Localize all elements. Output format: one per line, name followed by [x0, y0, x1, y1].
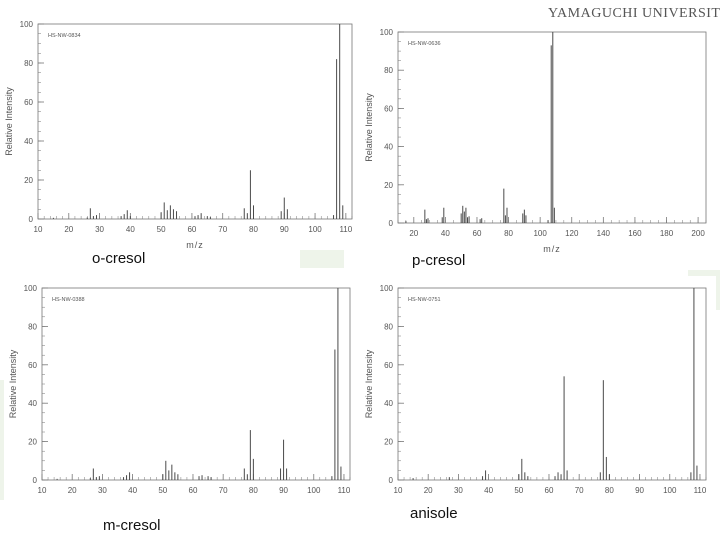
- x-tick-label: 180: [660, 229, 674, 238]
- x-axis-title: m/z: [543, 244, 561, 254]
- spectrum-id: HS-NW-0388: [52, 297, 85, 303]
- plot-frame: [41, 287, 351, 481]
- compound-label: o-cresol: [92, 250, 146, 267]
- x-tick-label: 70: [219, 486, 228, 495]
- y-tick-label: 60: [384, 361, 393, 370]
- y-tick-label: 40: [28, 399, 37, 408]
- y-tick-label: 60: [384, 104, 393, 113]
- x-tick-label: 120: [565, 229, 579, 238]
- y-tick-label: 40: [384, 399, 393, 408]
- spectrum-id: HS-NW-0751: [408, 297, 441, 303]
- spectrum-panel-m-cresol: 102030405060708090100110020406080100m/zR…: [4, 276, 356, 500]
- y-tick-label: 100: [20, 20, 34, 29]
- y-tick-label: 20: [28, 438, 37, 447]
- x-tick-label: 100: [663, 486, 677, 495]
- spectrum-panel-anisole: 102030405060708090100110020406080100m/zR…: [360, 276, 716, 500]
- x-tick-label: 110: [694, 486, 707, 495]
- y-tick-label: 20: [384, 181, 393, 190]
- y-tick-label: 0: [389, 219, 394, 228]
- plot-frame: [397, 31, 707, 224]
- spectrum-chart-m-cresol: 102030405060708090100110020406080100m/zR…: [8, 284, 351, 495]
- x-tick-label: 30: [95, 225, 104, 234]
- y-tick-label: 100: [380, 28, 394, 37]
- plot-frame: [37, 23, 353, 220]
- x-tick-label: 80: [249, 225, 258, 234]
- y-tick-label: 40: [384, 143, 393, 152]
- y-tick-label: 20: [384, 438, 393, 447]
- y-tick-label: 0: [33, 476, 38, 485]
- y-tick-label: 20: [24, 176, 33, 185]
- y-tick-label: 0: [29, 215, 34, 224]
- x-tick-label: 40: [128, 486, 137, 495]
- x-tick-label: 110: [338, 486, 351, 495]
- x-tick-label: 100: [533, 229, 547, 238]
- compound-label: m-cresol: [103, 517, 161, 534]
- x-tick-label: 40: [126, 225, 135, 234]
- y-tick-label: 0: [389, 476, 394, 485]
- x-tick-label: 50: [157, 225, 166, 234]
- x-tick-label: 60: [473, 229, 482, 238]
- y-tick-label: 60: [28, 361, 37, 370]
- x-tick-label: 70: [218, 225, 227, 234]
- university-brand: YAMAGUCHI UNIVERSITY: [548, 6, 720, 21]
- y-tick-label: 40: [24, 137, 33, 146]
- x-tick-label: 100: [307, 486, 321, 495]
- background-decoration: [300, 250, 344, 268]
- compound-label: p-cresol: [412, 252, 466, 269]
- x-tick-label: 40: [484, 486, 493, 495]
- spectrum-chart-o-cresol: 10 20 30 40 50 60 70 80 90 100 110 0 20 40 60 80 100 m/z R…: [4, 20, 353, 250]
- x-tick-label: 60: [187, 225, 196, 234]
- y-tick-label: 100: [380, 284, 394, 293]
- x-tick-label: 200: [691, 229, 705, 238]
- y-tick-label: 80: [384, 322, 393, 331]
- x-tick-label: 80: [249, 486, 258, 495]
- y-axis-title: Relative Intensity: [364, 93, 374, 162]
- y-axis-title: Relative Intensity: [364, 349, 374, 418]
- x-tick-label: 20: [68, 486, 77, 495]
- x-tick-label: 10: [34, 225, 43, 234]
- x-tick-label: 30: [98, 486, 107, 495]
- y-tick-label: 80: [384, 66, 393, 75]
- x-tick-label: 20: [64, 225, 73, 234]
- plot-frame: [397, 287, 707, 481]
- x-tick-label: 20: [409, 229, 418, 238]
- x-tick-label: 110: [339, 225, 352, 234]
- spectrum-panel-o-cresol: 10 20 30 40 50 60 70 80 90 100 110 0 20 40 60 80 100 m/z R…: [4, 14, 360, 250]
- y-tick-label: 80: [28, 322, 37, 331]
- y-tick-label: 80: [24, 59, 33, 68]
- x-axis-title: m/z: [186, 240, 204, 250]
- x-tick-label: 70: [575, 486, 584, 495]
- x-tick-label: 60: [189, 486, 198, 495]
- x-tick-label: 80: [504, 229, 513, 238]
- spectrum-id: HS-NW-0636: [408, 41, 441, 47]
- spectrum-chart-p-cresol: 20 40 60 80 100 120 140 160 180 200 0 20 40 60 80 100 m/…: [364, 28, 707, 254]
- y-tick-label: 100: [24, 284, 38, 293]
- x-tick-label: 90: [635, 486, 644, 495]
- x-tick-label: 20: [424, 486, 433, 495]
- x-tick-label: 100: [308, 225, 322, 234]
- y-axis-title: Relative Intensity: [8, 349, 18, 418]
- x-tick-label: 90: [280, 225, 289, 234]
- x-tick-label: 10: [394, 486, 403, 495]
- x-tick-label: 90: [279, 486, 288, 495]
- x-tick-label: 30: [454, 486, 463, 495]
- y-tick-label: 60: [24, 98, 33, 107]
- x-tick-label: 140: [597, 229, 611, 238]
- x-tick-label: 80: [605, 486, 614, 495]
- x-tick-label: 10: [38, 486, 47, 495]
- x-tick-label: 40: [441, 229, 450, 238]
- x-tick-label: 160: [628, 229, 642, 238]
- x-tick-label: 50: [158, 486, 167, 495]
- x-tick-label: 60: [545, 486, 554, 495]
- spectrum-chart-anisole: 102030405060708090100110020406080100m/zR…: [364, 284, 707, 495]
- compound-label: anisole: [410, 505, 458, 522]
- spectrum-panel-p-cresol: 20 40 60 80 100 120 140 160 180 200 0 20 40 60 80 100 m/…: [360, 22, 716, 254]
- y-axis-title: Relative Intensity: [4, 87, 14, 156]
- x-tick-label: 50: [514, 486, 523, 495]
- spectrum-id: HS-NW-0834: [48, 33, 81, 39]
